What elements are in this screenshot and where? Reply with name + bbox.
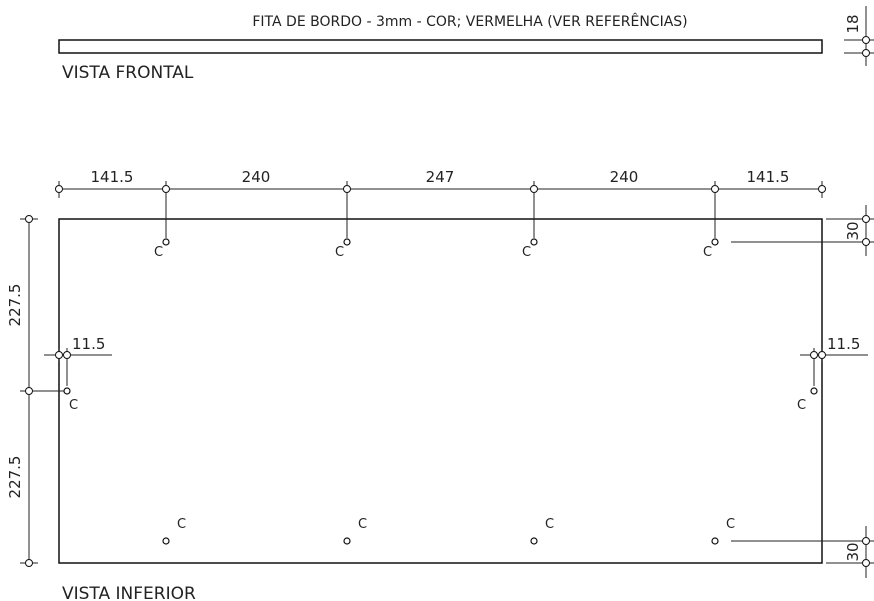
dim-segment-5: 141.5 bbox=[747, 168, 790, 186]
hole-label-top-1: C bbox=[154, 245, 163, 260]
front-view-board bbox=[58, 39, 823, 54]
dim-left-upper: 227.5 bbox=[6, 284, 24, 327]
hole-label-bottom-3: C bbox=[545, 517, 554, 532]
bottom-view-board bbox=[58, 218, 823, 564]
right-top-offset-dimension: 30 bbox=[731, 205, 874, 256]
front-view-label: VISTA FRONTAL bbox=[62, 63, 194, 83]
hole-label-top-4: C bbox=[703, 245, 712, 260]
hole-label-left-side: C bbox=[69, 398, 78, 413]
hole-label-bottom-2: C bbox=[358, 517, 367, 532]
bottom-view-label: VISTA INFERIOR bbox=[62, 584, 196, 601]
dim-segment-3: 247 bbox=[426, 168, 455, 186]
hole-bottom-1 bbox=[162, 537, 170, 545]
hole-top-4 bbox=[711, 238, 719, 246]
hole-top-1 bbox=[162, 238, 170, 246]
dim-segment-1: 141.5 bbox=[91, 168, 134, 186]
dim-right-side-offset: 11.5 bbox=[827, 335, 860, 353]
front-thickness-dimension: 18 bbox=[844, 6, 874, 66]
right-bottom-offset-dimension: 30 bbox=[731, 526, 874, 578]
hole-label-bottom-4: C bbox=[726, 517, 735, 532]
dim-segment-2: 240 bbox=[242, 168, 271, 186]
hole-label-right-side: C bbox=[797, 398, 806, 413]
right-side-offset-dimension: 11.5 bbox=[800, 335, 868, 386]
dim-top-offset: 30 bbox=[844, 221, 862, 240]
hole-top-3 bbox=[530, 238, 538, 246]
front-thickness-label: 18 bbox=[844, 14, 862, 33]
dim-left-side-offset: 11.5 bbox=[72, 335, 105, 353]
dim-segment-4: 240 bbox=[610, 168, 639, 186]
hole-left-side bbox=[63, 387, 71, 395]
dim-bottom-offset: 30 bbox=[844, 542, 862, 561]
hole-bottom-3 bbox=[530, 537, 538, 545]
hole-label-top-3: C bbox=[522, 245, 531, 260]
edge-band-note: FITA DE BORDO - 3mm - COR; VERMELHA (VER… bbox=[252, 12, 687, 30]
hole-label-bottom-1: C bbox=[177, 517, 186, 532]
hole-bottom-4 bbox=[711, 537, 719, 545]
dim-left-lower: 227.5 bbox=[6, 456, 24, 499]
hole-bottom-2 bbox=[343, 537, 351, 545]
hole-right-side bbox=[810, 387, 818, 395]
hole-label-top-2: C bbox=[335, 245, 344, 260]
left-dimension-chain: 227.5 227.5 bbox=[6, 215, 66, 567]
top-dimension-chain: 141.5 240 247 240 141.5 bbox=[55, 168, 826, 238]
left-side-offset-dimension: 11.5 bbox=[44, 335, 112, 386]
hole-top-2 bbox=[343, 238, 351, 246]
